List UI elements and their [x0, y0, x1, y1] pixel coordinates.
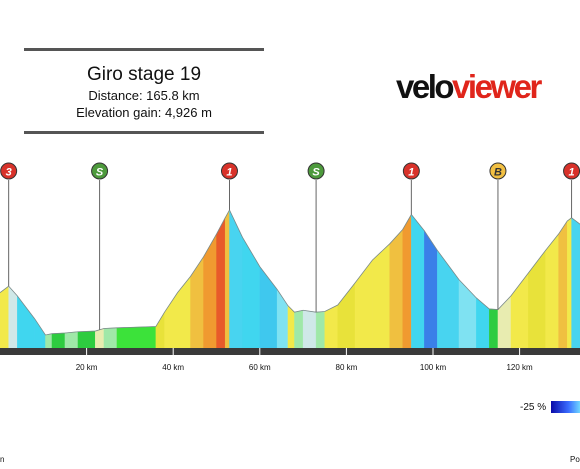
gradient-legend-min-label: -25 %: [520, 402, 547, 413]
profile-segment-0: [0, 285, 9, 349]
profile-segment-38: [497, 295, 512, 349]
marker-label-3: S: [312, 167, 320, 179]
profile-segment-25: [315, 311, 325, 349]
marker-badge-2: [220, 162, 238, 180]
profile-segment-27: [337, 282, 356, 349]
profile-outline: [0, 209, 580, 336]
profile-segment-24: [302, 310, 317, 349]
profile-segments: [0, 209, 580, 349]
profile-segment-2: [17, 295, 35, 349]
profile-segment-40: [528, 249, 546, 349]
veloviewer-logo: veloviewer: [396, 68, 542, 105]
profile-segment-42: [558, 220, 568, 349]
bottom-right-fragment: Po: [570, 455, 580, 464]
profile-segment-17: [224, 209, 230, 349]
gradient-legend-bar: [551, 401, 580, 413]
profile-segment-29: [372, 243, 390, 349]
title-top-rule: [24, 48, 264, 51]
distance-axis-bar: [0, 348, 580, 355]
profile-segment-43: [567, 217, 572, 349]
marker-badge-1: [91, 162, 109, 180]
profile-segment-4: [45, 333, 53, 349]
marker-badge-3: [307, 162, 325, 180]
stage-info-box: Giro stage 19 Distance: 165.8 km Elevati…: [24, 48, 264, 134]
profile-segment-44: [571, 217, 580, 349]
x-tick-label-5: 120 km: [506, 363, 533, 372]
marker-label-5: B: [494, 167, 502, 179]
profile-segment-19: [242, 236, 260, 349]
profile-segment-16: [216, 217, 226, 349]
x-tick-label-1: 40 km: [162, 363, 184, 372]
profile-segment-9: [103, 327, 118, 349]
x-tick-label-0: 20 km: [76, 363, 98, 372]
profile-segment-6: [64, 331, 79, 349]
profile-segment-31: [402, 213, 412, 349]
profile-segment-23: [294, 309, 304, 349]
profile-segment-15: [203, 233, 217, 349]
marker-badge-5: [489, 162, 507, 180]
x-tick-label-2: 60 km: [249, 363, 271, 372]
stage-distance: Distance: 165.8 km: [88, 88, 200, 103]
profile-segment-1: [8, 285, 18, 349]
profile-segment-5: [51, 332, 66, 349]
profile-segment-37: [489, 308, 499, 349]
climb-markers: 3 S 1 S 1 B 1: [0, 162, 580, 330]
bottom-left-fragment: n: [0, 455, 5, 464]
profile-segment-14: [190, 256, 204, 349]
profile-segment-32: [411, 213, 425, 349]
title-bottom-rule: [24, 131, 264, 134]
marker-label-0: 3: [6, 167, 12, 179]
x-tick-label-3: 80 km: [336, 363, 358, 372]
marker-label-6: 1: [568, 167, 574, 179]
profile-segment-22: [287, 305, 295, 349]
marker-label-4: 1: [408, 167, 414, 179]
profile-segment-35: [458, 279, 477, 349]
profile-segment-30: [389, 228, 403, 349]
marker-label-1: S: [96, 167, 104, 179]
profile-segment-41: [545, 233, 559, 349]
marker-badge-0: [0, 162, 18, 180]
marker-label-2: 1: [226, 167, 232, 179]
profile-segment-10: [116, 326, 157, 349]
profile-segment-13: [177, 275, 191, 349]
profile-segment-33: [424, 230, 438, 349]
profile-segment-20: [259, 266, 278, 349]
profile-segment-28: [354, 259, 373, 349]
profile-segment-12: [164, 291, 178, 349]
profile-segment-36: [476, 297, 490, 349]
profile-segment-26: [324, 304, 338, 349]
profile-segment-11: [155, 311, 165, 349]
stage-title: Giro stage 19: [86, 64, 202, 85]
profile-segment-8: [95, 328, 105, 349]
logo-viewer: viewer: [452, 68, 542, 105]
marker-badge-4: [402, 162, 420, 180]
stage-elevation: Elevation gain: 4,926 m: [76, 105, 212, 120]
profile-segment-7: [77, 330, 96, 349]
profile-segment-3: [34, 318, 46, 349]
logo-velo: velo: [396, 68, 455, 105]
x-tick-label-4: 100 km: [420, 363, 447, 372]
profile-segment-18: [229, 209, 243, 349]
